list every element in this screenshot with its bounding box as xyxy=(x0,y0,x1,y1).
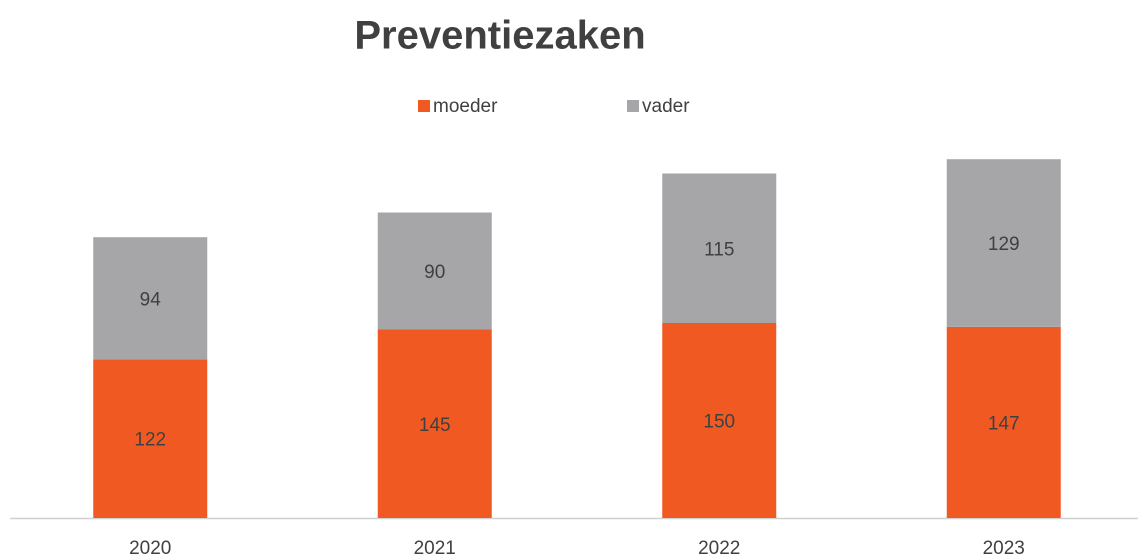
x-tick-label: 2022 xyxy=(698,538,740,559)
data-label: 122 xyxy=(134,430,166,451)
bar-segment xyxy=(377,329,492,518)
legend-swatch xyxy=(627,100,639,112)
data-label: 90 xyxy=(424,262,445,283)
bar-segment xyxy=(93,359,208,518)
data-label: 94 xyxy=(140,289,162,310)
data-label: 145 xyxy=(419,415,451,436)
legend-label: vader xyxy=(642,96,690,117)
bar-segment xyxy=(662,173,777,323)
data-label: 115 xyxy=(704,239,734,260)
x-tick-label: 2020 xyxy=(129,538,171,559)
bar-segment xyxy=(946,159,1061,327)
legend-swatch xyxy=(418,100,430,112)
x-tick-label: 2021 xyxy=(414,538,456,559)
data-label: 150 xyxy=(703,412,735,433)
data-label: 129 xyxy=(988,234,1020,255)
data-label: 147 xyxy=(988,413,1020,434)
chart-title: Preventiezaken xyxy=(354,14,645,58)
bar-segment xyxy=(662,323,777,518)
x-tick-label: 2023 xyxy=(983,538,1025,559)
bar-segment xyxy=(946,326,1061,518)
bar-segment xyxy=(377,212,492,330)
legend-label: moeder xyxy=(433,96,498,117)
bar-segment xyxy=(93,237,208,360)
